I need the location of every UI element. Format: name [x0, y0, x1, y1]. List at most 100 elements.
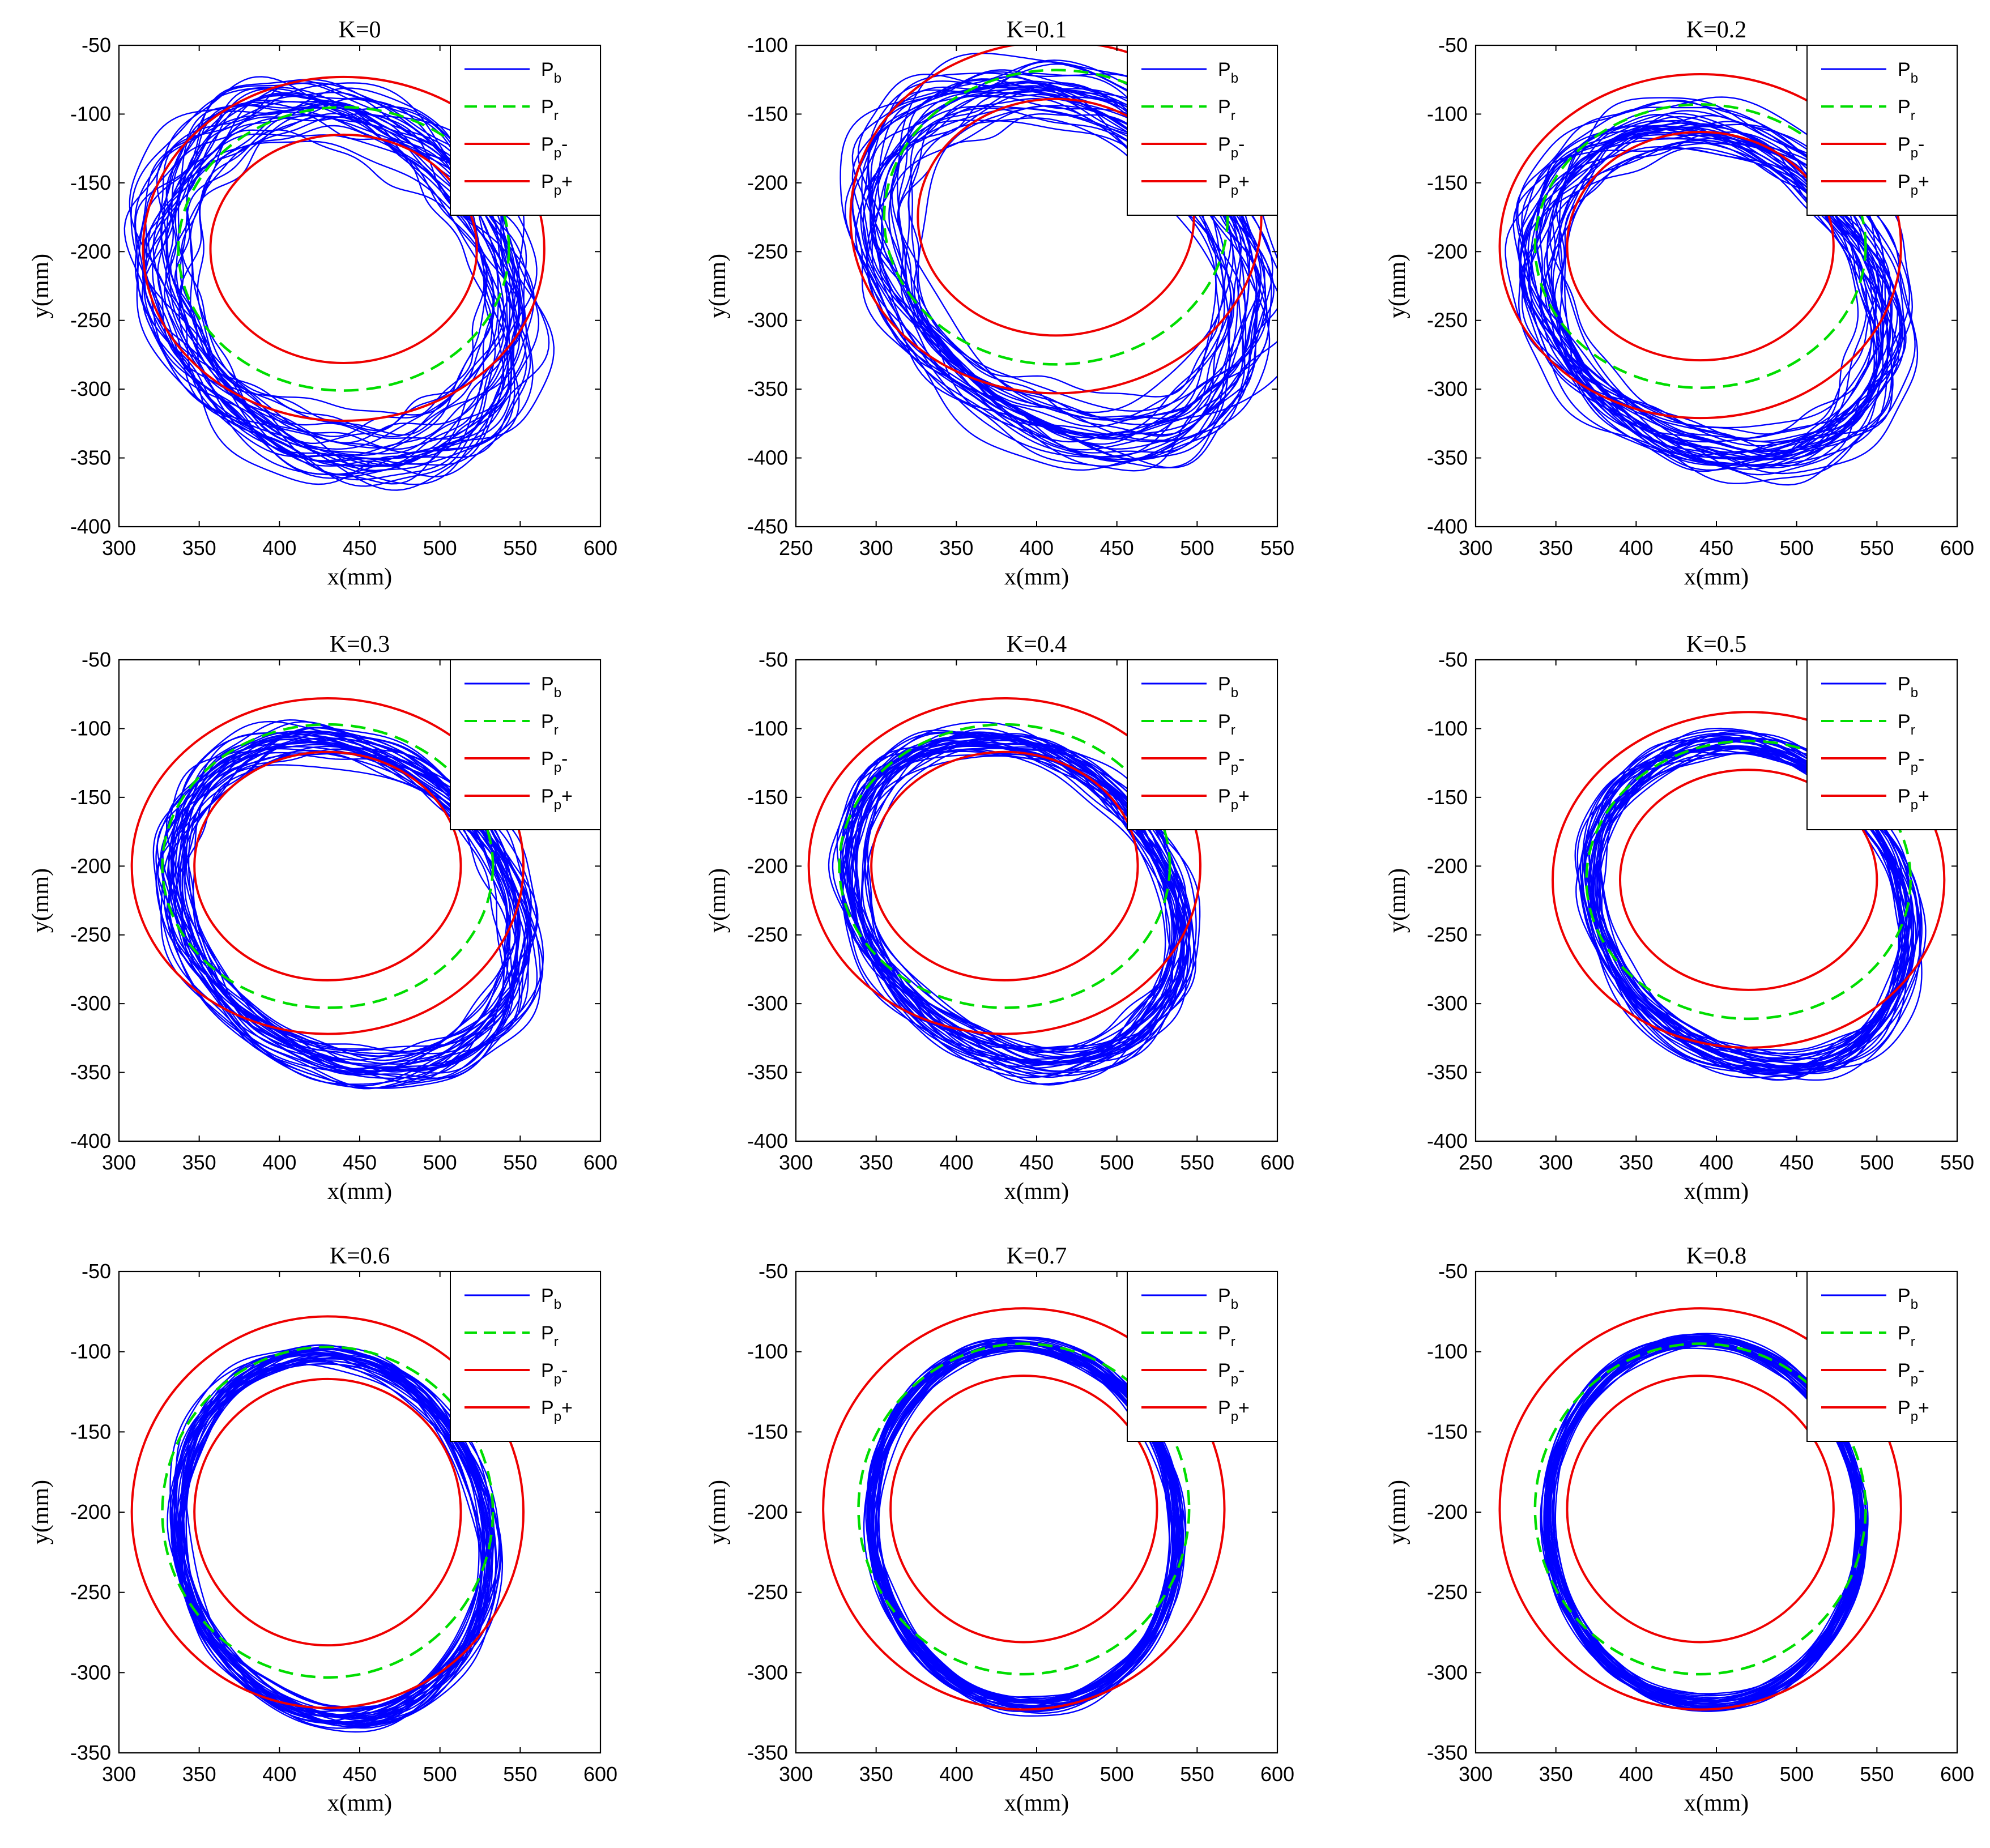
reference-circle-pr	[838, 723, 1171, 1009]
legend-label: Pp-	[541, 748, 568, 775]
x-tick-label: 450	[1020, 1762, 1054, 1786]
y-tick-label: -200	[1427, 854, 1468, 877]
y-tick-label: -200	[1427, 1500, 1468, 1523]
legend-box	[1127, 45, 1278, 216]
legend-label: Pb	[541, 1285, 561, 1312]
panel-title: K=0.8	[1686, 1243, 1747, 1269]
y-tick-label: -400	[1427, 1129, 1468, 1153]
boundary-circle-inner	[1566, 1375, 1835, 1644]
y-tick-label: -250	[70, 309, 111, 332]
x-axis-label: x(mm)	[327, 564, 392, 590]
y-tick-label: -200	[70, 1500, 111, 1523]
legend-box	[1127, 1271, 1278, 1442]
legend-label: Pp+	[1218, 171, 1250, 198]
legend-label: Pr	[541, 711, 559, 738]
y-tick-label: -50	[758, 648, 788, 671]
x-tick-label: 300	[1459, 1762, 1493, 1786]
panel-6: 300 350 400 450 500 550 600 -350 -300 -250 -200 -15…	[28, 1243, 617, 1816]
legend-label: Pp-	[1898, 1360, 1924, 1387]
boundary-circle-inner	[209, 133, 478, 364]
y-tick-label: -200	[747, 171, 788, 194]
legend: Pb Pr Pp- Pp+	[450, 45, 601, 216]
reference-circle-pr	[1585, 740, 1912, 1021]
y-tick-label: -150	[747, 102, 788, 125]
panel-8: 300 350 400 450 500 550 600 -350 -300 -250 -200 -15…	[1384, 1243, 1974, 1816]
trajectory-pb	[1576, 731, 1919, 1081]
y-tick-label: -150	[747, 786, 788, 809]
trajectory-pb	[173, 1356, 491, 1726]
x-tick-label: 500	[1180, 536, 1214, 560]
legend: Pb Pr Pp- Pp+	[1127, 1271, 1278, 1442]
panel-title: K=0	[338, 17, 381, 43]
trajectory-pb	[891, 108, 1234, 420]
x-tick-label: 400	[939, 1762, 973, 1786]
panel-title: K=0.3	[330, 631, 390, 658]
y-tick-label: -200	[70, 240, 111, 263]
legend-label: Pr	[1218, 711, 1235, 738]
y-tick-label: -100	[1427, 716, 1468, 740]
panel-title: K=0.7	[1007, 1243, 1067, 1269]
trajectory-pb	[851, 71, 1260, 454]
y-tick-label: -100	[70, 102, 111, 125]
x-tick-label: 450	[1699, 536, 1733, 560]
x-tick-label: 350	[182, 1762, 216, 1786]
x-tick-label: 250	[1459, 1151, 1493, 1174]
legend-box	[1806, 1271, 1958, 1442]
legend-label: Pb	[541, 59, 561, 86]
x-tick-label: 300	[102, 1762, 136, 1786]
x-tick-label: 300	[859, 536, 893, 560]
trajectory-pb	[1536, 141, 1868, 455]
x-tick-label: 400	[1619, 1762, 1653, 1786]
trajectory-pb	[1556, 132, 1907, 459]
y-tick-label: -350	[1427, 1741, 1468, 1764]
trajectory-pb	[1547, 1333, 1869, 1706]
x-tick-label: 450	[343, 1151, 377, 1174]
legend-label: Pr	[1218, 1322, 1235, 1350]
trajectory-pb	[1582, 729, 1923, 1076]
legend-label: Pr	[1898, 711, 1915, 738]
x-tick-label: 500	[423, 536, 457, 560]
legend-box	[1806, 659, 1958, 830]
trajectory-pb	[851, 61, 1277, 469]
panel-title: K=0.6	[330, 1243, 390, 1269]
plot-content	[1552, 711, 1946, 1081]
x-tick-label: 300	[102, 536, 136, 560]
trajectory-pb	[871, 1346, 1170, 1699]
boundary-circle-outer	[130, 697, 525, 1035]
y-tick-label: -350	[70, 446, 111, 470]
y-tick-label: -100	[70, 1340, 111, 1363]
y-tick-label: -50	[758, 1260, 788, 1283]
legend-label: Pp-	[1218, 134, 1245, 161]
trajectory-pb	[166, 140, 488, 456]
y-tick-label: -300	[1427, 377, 1468, 400]
trajectory-pb	[134, 87, 521, 491]
trajectory-pb	[185, 752, 511, 1061]
x-tick-label: 550	[503, 1762, 537, 1786]
x-tick-label: 400	[1619, 536, 1653, 560]
trajectory-pb	[907, 90, 1262, 420]
x-tick-label: 600	[1940, 536, 1974, 560]
y-tick-label: -300	[70, 1661, 111, 1684]
legend-label: Pp-	[1898, 748, 1924, 775]
y-tick-label: -400	[747, 1129, 788, 1153]
x-tick-label: 600	[1940, 1762, 1974, 1786]
x-tick-label: 450	[343, 536, 377, 560]
trajectory-pb	[1540, 116, 1889, 435]
trajectory-pb	[850, 732, 1179, 1050]
x-tick-label: 550	[1860, 536, 1894, 560]
boundary-circle-outer	[807, 697, 1202, 1035]
trajectory-pb	[152, 727, 521, 1080]
trajectory-pb	[840, 733, 1190, 1074]
trajectory-pb	[155, 720, 538, 1087]
boundary-circle-outer	[822, 1307, 1226, 1711]
trajectory-pb	[1519, 96, 1919, 475]
plot-content	[123, 75, 555, 491]
reference-circle-pr	[161, 1345, 495, 1679]
reference-circle-pr	[1533, 103, 1867, 389]
y-tick-label: -300	[1427, 992, 1468, 1015]
trajectory-pb	[855, 744, 1182, 1064]
panel-title: K=0.1	[1007, 17, 1067, 43]
x-tick-label: 500	[1100, 1762, 1134, 1786]
x-tick-label: 350	[859, 1151, 893, 1174]
trajectory-pb	[170, 735, 527, 1074]
